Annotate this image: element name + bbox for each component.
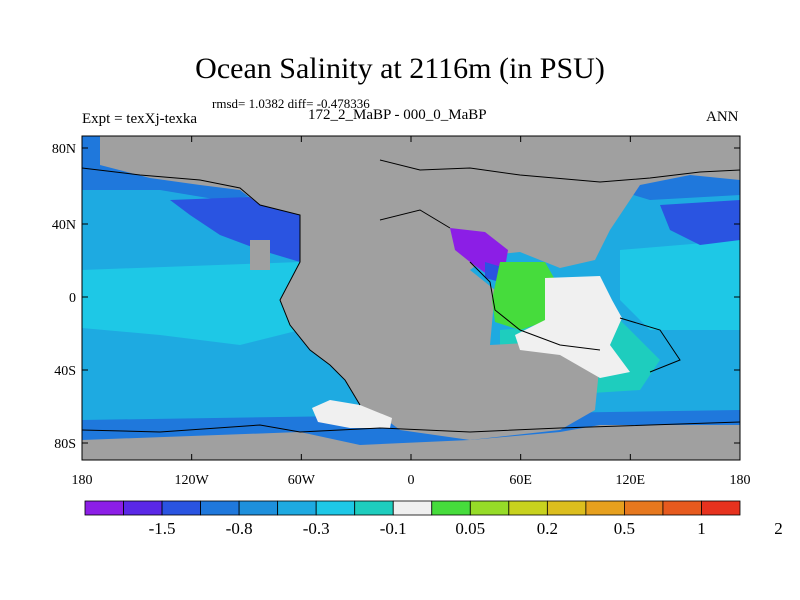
colorbar-label: 0.5 [614, 519, 635, 538]
mediterranean-plume [450, 228, 508, 275]
colorbar-swatch [392, 500, 433, 516]
colorbar-swatch [315, 500, 356, 516]
north-pacific-patch [660, 200, 740, 245]
colorbar-swatch [238, 500, 279, 516]
comparison-label: 172_2_MaBP - 000_0_MaBP [308, 107, 487, 123]
lat-label: 40S [54, 364, 76, 379]
colorbar-swatch [354, 500, 394, 516]
colorbar-swatch [585, 500, 625, 516]
lon-label: 60E [509, 473, 532, 488]
colorbar-label: -0.3 [303, 519, 330, 538]
colorbar-swatch [546, 500, 587, 516]
colorbar-label: -0.1 [380, 519, 407, 538]
colorbar-swatch [508, 500, 548, 516]
neutral-patch-south [312, 400, 392, 428]
stats-text: rmsd= 1.0382 diff= -0.478336 [212, 96, 370, 111]
colorbar: -1.5 -0.8 -0.3 -0.1 0.05 0.2 0.5 1 2 [84, 500, 783, 538]
colorbar-label: 0.05 [455, 519, 485, 538]
land-patch [250, 240, 270, 270]
lat-label: 80N [52, 142, 76, 157]
colorbar-swatch [662, 500, 702, 516]
colorbar-label: 2 [774, 519, 783, 538]
lat-label: 80S [54, 437, 76, 452]
neutral-patch-indian [515, 276, 630, 378]
lon-label: 180 [730, 473, 751, 488]
colorbar-swatch [469, 500, 510, 516]
colorbar-swatch [123, 500, 163, 516]
colorbar-label: 0.2 [537, 519, 558, 538]
colorbar-label: 1 [697, 519, 706, 538]
lon-label: 120W [175, 473, 210, 488]
antarctic-land [82, 425, 740, 460]
lon-label: 180 [72, 473, 93, 488]
coastline [81, 159, 741, 433]
lon-label: 60W [288, 473, 316, 488]
colorbar-swatch [84, 500, 124, 516]
colorbar-swatch [701, 500, 741, 516]
lat-label: 0 [69, 291, 76, 306]
colorbar-swatch [431, 500, 471, 516]
season-label: ANN [706, 109, 739, 125]
colorbar-swatch [277, 500, 317, 516]
colorbar-label: -1.5 [149, 519, 176, 538]
lon-label: 120E [616, 473, 646, 488]
axis-ticks [81, 136, 741, 460]
colorbar-swatch [161, 500, 201, 516]
map-field [82, 136, 740, 460]
axis-labels: 80N 40N 0 40S 80S 180 120W 60W 0 60E 120E 180 [52, 142, 751, 488]
colorbar-swatch [624, 500, 664, 516]
colorbar-label: -0.8 [226, 519, 253, 538]
experiment-label: Expt = texXj-texka [82, 111, 198, 127]
lat-label: 40N [52, 218, 76, 233]
colorbar-swatch [200, 500, 240, 516]
tropical-band-pacific [620, 240, 740, 330]
map-title: Ocean Salinity at 2116m (in PSU) [195, 52, 605, 85]
tropical-band [82, 262, 300, 345]
lon-label: 0 [408, 473, 415, 488]
green-patch [492, 262, 558, 330]
